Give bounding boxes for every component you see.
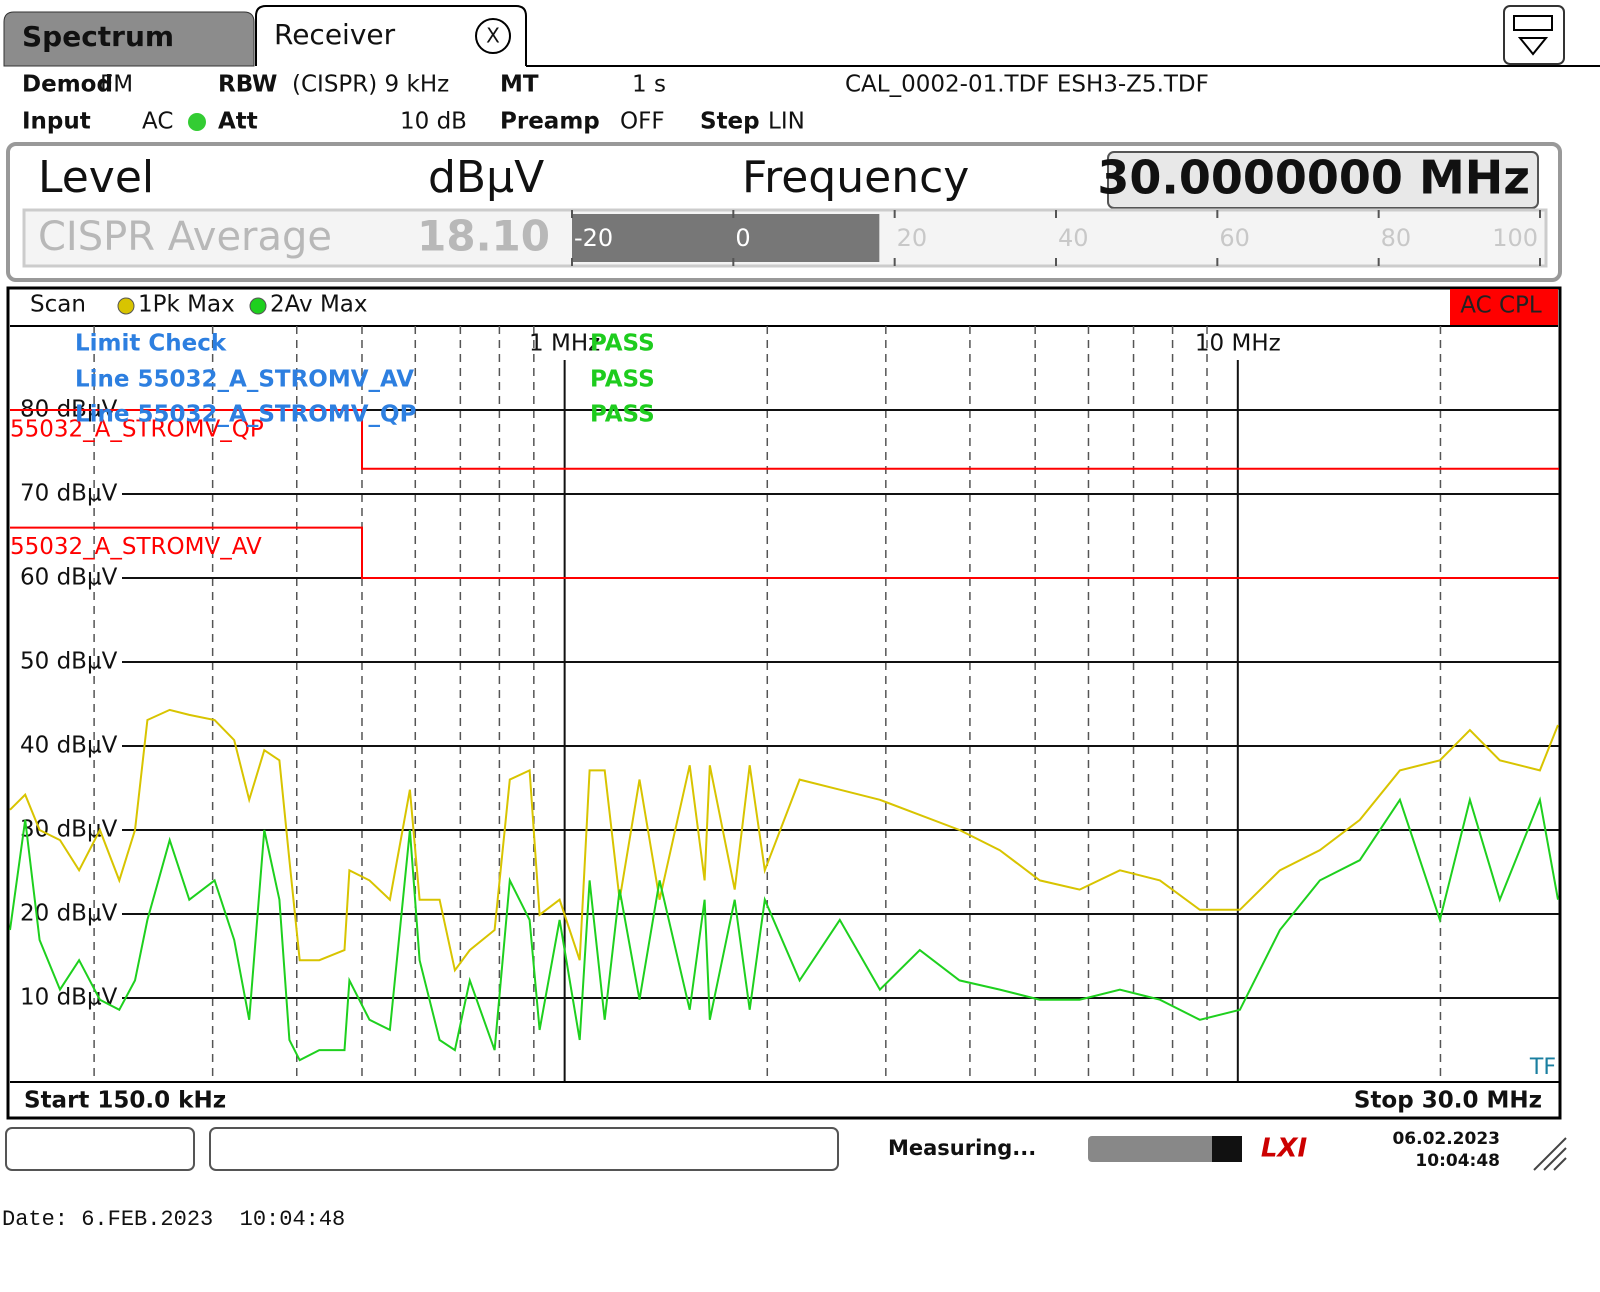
param-key: Input — [22, 109, 91, 135]
limit-check-result: PASS — [590, 402, 655, 428]
trace — [9, 708, 1559, 973]
tab-label[interactable]: Spectrum — [22, 20, 174, 53]
y-tick-label: 10 dBµV — [20, 985, 118, 1011]
close-label[interactable]: X — [486, 24, 500, 48]
footer: Date: 6.FEB.2023 10:04:48 — [2, 1207, 345, 1232]
detector-label: CISPR Average — [38, 214, 332, 260]
param-value: LIN — [768, 109, 805, 135]
scan-label: Scan — [30, 292, 86, 318]
limit-line — [10, 409, 1559, 470]
legend-marker — [117, 297, 135, 315]
param-key: MT — [500, 72, 539, 98]
limit-check-line: Line 55032_A_STROMV_AV — [75, 367, 414, 393]
badge: AC CPL — [1460, 293, 1542, 319]
y-tick-label: 70 dBµV — [20, 481, 118, 507]
legend-label: 1Pk Max — [138, 292, 235, 318]
bar-tick-label: 20 — [897, 224, 928, 252]
status-box — [5, 1127, 195, 1171]
param-key: RBW — [218, 72, 277, 98]
limit-line-label: 55032_A_STROMV_AV — [10, 534, 262, 560]
limit-line-label: 55032_A_STROMV_QP — [10, 417, 264, 443]
limit-check-title: Limit Check — [75, 331, 227, 357]
status-time: 10:04:48 — [1415, 1151, 1500, 1171]
status-box — [209, 1127, 839, 1171]
limit-line — [10, 526, 1559, 579]
bar-tick-label: 60 — [1219, 224, 1250, 252]
param-key: Att — [218, 109, 258, 135]
x-tick-label: 10 MHz — [1195, 331, 1281, 357]
frequency-value[interactable]: 30.0000000 MHz — [1097, 151, 1530, 205]
menu-icon — [1513, 15, 1553, 31]
param-key: Preamp — [500, 109, 600, 135]
start-label: Start 150.0 kHz — [24, 1088, 226, 1114]
bar-tick-label: 0 — [735, 224, 750, 252]
trace — [9, 796, 1559, 1062]
legend-marker — [249, 297, 267, 315]
tab-spectrum[interactable] — [3, 11, 255, 67]
tab-label[interactable]: Receiver — [274, 18, 396, 51]
limit-check-line: Line 55032_A_STROMV_QP — [75, 402, 416, 428]
badge-bg — [1450, 289, 1558, 325]
stop-label: Stop 30.0 MHz — [1354, 1088, 1542, 1114]
level-bar — [572, 214, 880, 262]
menu-icon-arrow — [1517, 37, 1549, 56]
bar-tick-label: 80 — [1381, 224, 1412, 252]
bar-tick-label: 100 — [1492, 224, 1538, 252]
corner-label: TF — [1529, 1055, 1556, 1080]
progress-bar — [1088, 1136, 1242, 1162]
y-tick-label: 40 dBµV — [20, 733, 118, 759]
x-tick-label: 1 MHz — [529, 331, 600, 357]
param-value: AC — [142, 109, 173, 135]
progress-fill — [1212, 1136, 1242, 1162]
status-date: 06.02.2023 — [1392, 1129, 1500, 1149]
bar-tick-label: -20 — [574, 224, 613, 252]
level-title: Level — [38, 152, 154, 203]
y-tick-label: 50 dBµV — [20, 649, 118, 675]
status-message: Measuring... — [888, 1136, 1036, 1160]
legend-label: 2Av Max — [270, 292, 368, 318]
param-value: 10 dB — [400, 109, 467, 135]
level-value: 18.10 — [417, 212, 550, 261]
y-tick-label: 60 dBµV — [20, 565, 118, 591]
input-indicator — [188, 113, 206, 131]
trace-window — [6, 286, 1562, 1120]
param-key: Demod — [22, 72, 113, 98]
param-value: OFF — [620, 109, 665, 135]
bar-tick-label: 40 — [1058, 224, 1089, 252]
param-value: (CISPR) 9 kHz — [292, 72, 449, 98]
file-list: CAL_0002-01.TDF ESH3-Z5.TDF — [845, 72, 1209, 98]
param-value: FM — [100, 72, 133, 98]
param-value: 1 s — [632, 72, 666, 98]
close-button[interactable] — [475, 18, 511, 54]
limit-check-result: PASS — [590, 331, 655, 357]
param-key: Step — [700, 109, 760, 135]
frequency-box[interactable] — [1107, 151, 1539, 209]
menu-button[interactable] — [1503, 5, 1565, 65]
tab-receiver[interactable] — [255, 5, 527, 66]
frequency-label: Frequency — [742, 152, 969, 203]
resize-grip — [1533, 1137, 1567, 1171]
logo: LXI — [1261, 1134, 1308, 1164]
level-unit: dBµV — [428, 152, 544, 203]
limit-check-result: PASS — [590, 367, 655, 393]
